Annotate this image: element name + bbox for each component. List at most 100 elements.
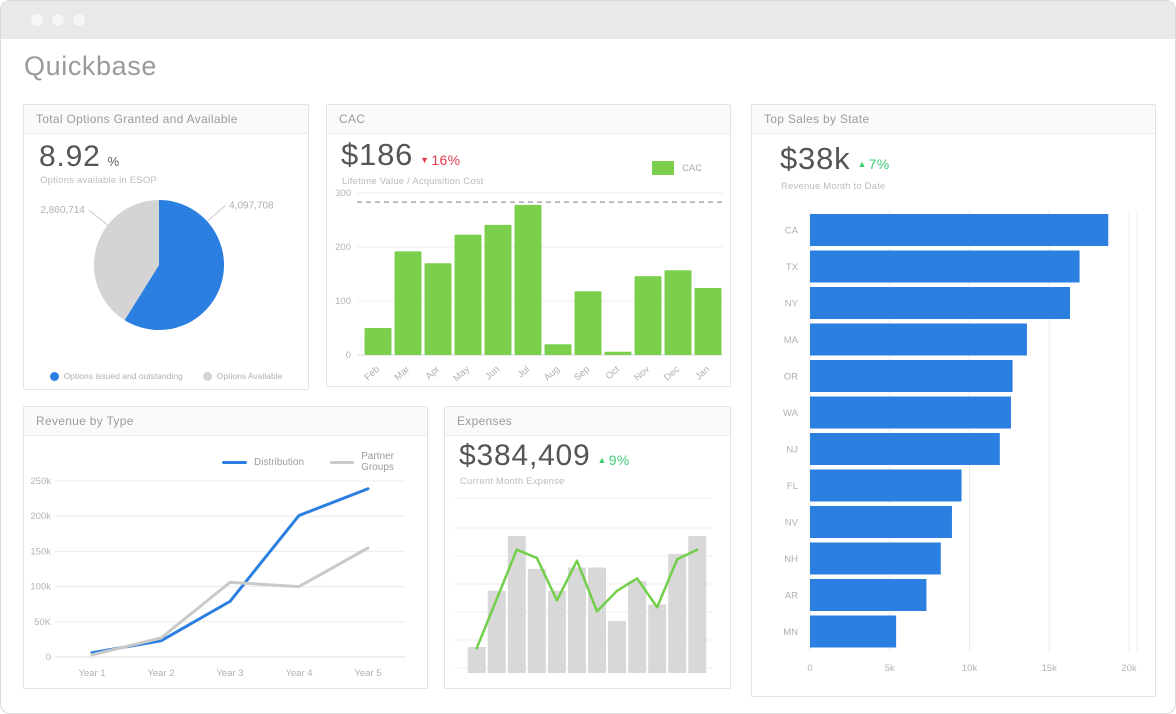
x-category-label: Aug [542,364,562,383]
card-header: Total Options Granted and Available [24,105,308,134]
legend-label: Distribution [254,456,305,468]
bar[interactable] [810,469,962,502]
bar[interactable] [694,288,722,355]
legend-item[interactable]: Distribution [222,457,304,468]
card-top-sales: Top Sales by State $38k ▲ 7% Revenue Mont… [751,104,1156,697]
bar[interactable] [608,620,627,673]
y-tick-label: 200 [335,242,351,253]
bar[interactable] [547,590,566,673]
delta-value: 7% [868,156,890,172]
cac-bar-chart[interactable]: 0 100 200 300 Feb Mar Apr May Jun Jul Aug Sep Oct Nov… [327,134,732,388]
kpi-stat: 8.92 % [39,140,119,174]
bar[interactable] [648,604,667,674]
x-tick-label: 10k [962,663,978,674]
delta-value: 16% [431,152,461,168]
x-category-label: Year 1 [78,668,105,679]
kpi-stat: $186 ▼ 16% [341,137,460,173]
bar[interactable] [810,542,941,575]
card-title: Expenses [457,414,513,428]
revenue-legend: Distribution Partner Groups [222,451,427,473]
bar[interactable] [567,567,586,673]
series-line[interactable] [475,548,699,650]
kpi-stat: $38k ▲ 7% [780,141,890,177]
bar[interactable] [810,214,1109,246]
bar[interactable] [514,204,542,355]
y-tick-label: 100 [335,296,351,307]
card-body: $38k ▲ 7% Revenue Month to Date 0 5k 10k 15k… [752,134,1155,696]
esop-pie-chart[interactable]: 4,097,708 2,860,714 [24,192,310,350]
card-body: Distribution Partner Groups 0 50K 100k 150k… [24,436,427,688]
delta-value: 9% [608,452,630,468]
expenses-combo-chart[interactable] [445,436,732,690]
leader-line [206,205,226,222]
bar[interactable] [810,579,927,611]
pie-slice[interactable] [93,200,159,321]
bar[interactable] [810,360,1013,392]
bar[interactable] [527,568,546,673]
legend-dot-icon [49,371,59,381]
leader-line [88,209,109,226]
bar[interactable] [574,291,602,355]
card-header: Revenue by Type [24,407,427,436]
card-body: $384,409 ▲ 9% Current Month Expense [445,436,730,688]
bar[interactable] [454,234,482,355]
bar[interactable] [507,536,526,673]
pie-value-label: 4,097,708 [229,200,274,211]
bar[interactable] [628,581,647,673]
bar[interactable] [467,646,486,673]
bar[interactable] [810,396,1011,429]
bar[interactable] [634,276,662,355]
legend-item[interactable]: Options issued and outstanding [49,371,183,381]
pie-legend: Options issued and outstanding Options A… [24,371,308,381]
bar[interactable] [810,615,897,648]
state-label: NY [785,299,799,310]
state-label: AR [785,591,798,602]
y-tick-label: 150k [30,546,51,557]
bar[interactable] [604,351,632,355]
pie-slice[interactable] [124,200,224,330]
bar[interactable] [394,251,422,355]
legend-item[interactable]: Partner Groups [330,451,427,473]
bar[interactable] [424,263,452,355]
state-bar-chart[interactable]: 0 5k 10k 15k 20k CA TX NY MA OR WA NJ FL NV NH AR MN [752,134,1157,698]
bar[interactable] [487,590,506,673]
bar[interactable] [544,344,572,355]
bar[interactable] [664,270,692,355]
y-tick-label: 0 [346,350,351,361]
legend-line-icon [222,460,247,464]
state-label: NH [784,554,798,565]
state-label: NJ [786,445,798,456]
bar[interactable] [688,536,707,673]
legend-label: Options Available [216,371,283,381]
card-expenses: Expenses $384,409 ▲ 9% Current Month Expe… [444,406,731,689]
window-dot-icon[interactable] [52,14,64,26]
kpi-value: $186 [341,137,414,172]
x-category-label: Year 2 [147,668,174,679]
card-header: Expenses [445,407,730,436]
down-arrow-icon: ▼ [420,155,430,165]
card-total-options: Total Options Granted and Available 8.92… [23,104,309,390]
bar[interactable] [810,506,952,538]
bar[interactable] [810,323,1027,356]
cac-legend[interactable]: CAC [652,161,702,175]
window-dot-icon[interactable] [31,14,43,26]
series-line[interactable] [90,546,370,657]
x-tick-label: 20k [1121,663,1137,674]
page-title: Quickbase [24,51,157,81]
revenue-line-chart[interactable]: 0 50K 100k 150k 200k 250k Year 1 Year 2 Year 3 Ye… [24,436,429,690]
state-label: TX [786,262,799,273]
bar[interactable] [588,567,606,673]
bar[interactable] [668,553,687,673]
bar[interactable] [810,433,1000,465]
kpi-subtitle: Lifetime Value / Acquisition Cost [342,176,484,187]
legend-label: Options issued and outstanding [63,371,183,381]
legend-item[interactable]: Options Available [202,371,283,381]
bar[interactable] [364,328,392,355]
bar[interactable] [484,224,512,355]
bar[interactable] [810,287,1070,319]
kpi-subtitle: Options available in ESOP [40,175,157,186]
bar[interactable] [810,250,1080,283]
up-arrow-icon: ▲ [597,455,607,465]
window-dot-icon[interactable] [73,14,85,26]
x-category-label: Sep [572,364,592,383]
